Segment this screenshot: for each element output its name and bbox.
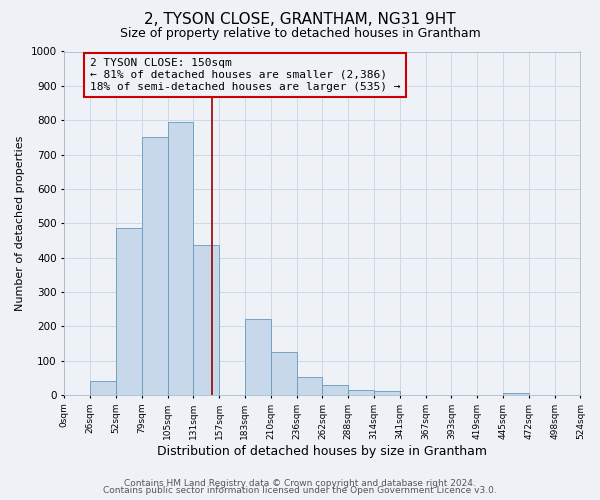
Text: Size of property relative to detached houses in Grantham: Size of property relative to detached ho… — [119, 28, 481, 40]
Bar — [271, 352, 297, 395]
Bar — [245, 320, 271, 395]
Bar — [116, 228, 142, 395]
Bar — [322, 386, 348, 395]
Text: 2 TYSON CLOSE: 150sqm
← 81% of detached houses are smaller (2,386)
18% of semi-d: 2 TYSON CLOSE: 150sqm ← 81% of detached … — [90, 58, 400, 92]
Text: 2, TYSON CLOSE, GRANTHAM, NG31 9HT: 2, TYSON CLOSE, GRANTHAM, NG31 9HT — [144, 12, 456, 28]
Bar — [168, 122, 193, 395]
Bar — [297, 377, 322, 395]
Text: Contains public sector information licensed under the Open Government Licence v3: Contains public sector information licen… — [103, 486, 497, 495]
Bar — [193, 244, 219, 395]
Bar — [503, 393, 529, 395]
Bar — [374, 392, 400, 395]
Bar — [348, 390, 374, 395]
X-axis label: Distribution of detached houses by size in Grantham: Distribution of detached houses by size … — [157, 444, 487, 458]
Bar — [142, 138, 168, 395]
Bar — [90, 380, 116, 395]
Text: Contains HM Land Registry data © Crown copyright and database right 2024.: Contains HM Land Registry data © Crown c… — [124, 478, 476, 488]
Y-axis label: Number of detached properties: Number of detached properties — [15, 136, 25, 311]
